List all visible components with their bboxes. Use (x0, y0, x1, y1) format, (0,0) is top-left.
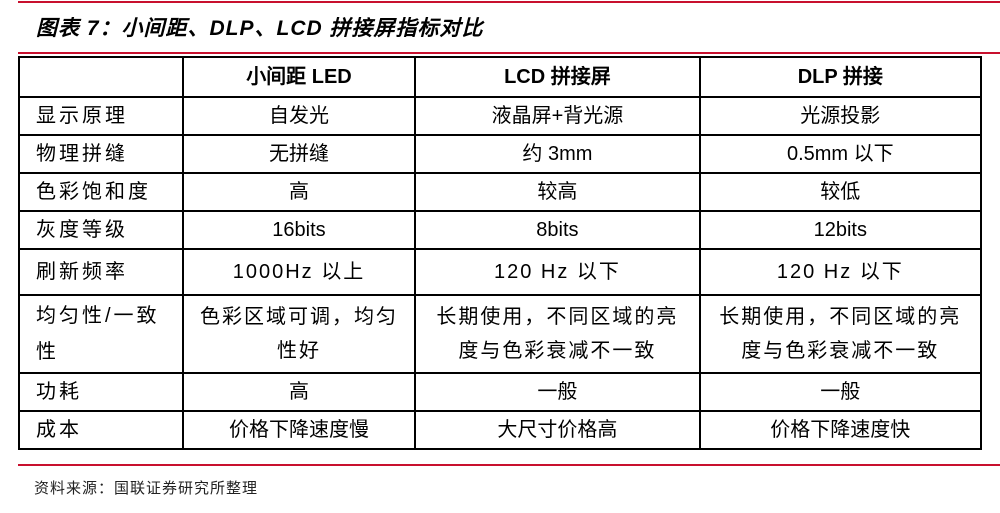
table-cell: 自发光 (181, 96, 417, 136)
table-cell: 约 3mm (414, 134, 701, 174)
table-cell: 0.5mm 以下 (698, 134, 983, 174)
bottom-rule (18, 464, 1000, 466)
table-cell: 高 (181, 172, 417, 212)
table-row: 成本 价格下降速度慢 大尺寸价格高 价格下降速度快 (18, 410, 983, 450)
table-row: 功耗高一般 一般 (18, 372, 983, 412)
row-label: 功耗 (18, 372, 184, 412)
table-cell: 液晶屏+背光源 (414, 96, 701, 136)
title-rule (18, 52, 1000, 54)
table-cell: 一般 (698, 372, 983, 412)
table-cell: 高 (181, 372, 417, 412)
table-cell: 较高 (414, 172, 701, 212)
table-cell: 色彩区域可调，均匀性好 (181, 294, 417, 374)
column-header: DLP 拼接 (698, 56, 983, 98)
header-row: 小间距 LED LCD 拼接屏 DLP 拼接 (18, 56, 983, 98)
figure-title: 图表 7：小间距、DLP、LCD 拼接屏指标对比 (36, 17, 484, 40)
column-header (18, 56, 184, 98)
table-cell: 1000Hz 以上 (181, 248, 417, 296)
comparison-table: 小间距 LED LCD 拼接屏 DLP 拼接 显示原理 自发光 液晶屏+背光源 光源投影 物理… (18, 56, 983, 450)
row-label: 显示原理 (18, 96, 184, 136)
row-label: 均匀性/一致性 (18, 294, 184, 374)
row-label: 灰度等级 (18, 210, 184, 250)
table-row: 灰度等级 16bits 8bits 12bits (18, 210, 983, 250)
top-rule (18, 1, 1000, 3)
table-cell: 8bits (414, 210, 701, 250)
source-note: 资料来源：国联证券研究所整理 (34, 480, 259, 497)
row-label: 刷新频率 (18, 248, 184, 296)
table-cell: 120 Hz 以下 (698, 248, 983, 296)
table-cell: 价格下降速度快 (698, 410, 983, 450)
table-cell: 长期使用，不同区域的亮度与色彩衰减不一致 (698, 294, 983, 374)
table-cell: 一般 (414, 372, 701, 412)
table-cell: 无拼缝 (181, 134, 417, 174)
column-header: LCD 拼接屏 (414, 56, 701, 98)
table-row: 刷新频率 1000Hz 以上 120 Hz 以下 120 Hz 以下 (18, 248, 983, 296)
table-cell: 16bits (181, 210, 417, 250)
column-header: 小间距 LED (181, 56, 417, 98)
table-row: 色彩饱和度高较高 较低 (18, 172, 983, 212)
table-cell: 长期使用，不同区域的亮度与色彩衰减不一致 (414, 294, 701, 374)
table-cell: 120 Hz 以下 (414, 248, 701, 296)
table-cell: 较低 (698, 172, 983, 212)
table-cell: 价格下降速度慢 (181, 410, 417, 450)
table-row: 物理拼缝 无拼缝约 3mm 0.5mm 以下 (18, 134, 983, 174)
table-cell: 12bits (698, 210, 983, 250)
table-cell: 大尺寸价格高 (414, 410, 701, 450)
table-row: 均匀性/一致性 色彩区域可调，均匀性好 长期使用，不同区域的亮度与色彩衰减不一致 长期… (18, 294, 983, 374)
table-row: 显示原理 自发光 液晶屏+背光源 光源投影 (18, 96, 983, 136)
row-label: 物理拼缝 (18, 134, 184, 174)
table-cell: 光源投影 (698, 96, 983, 136)
row-label: 色彩饱和度 (18, 172, 184, 212)
row-label: 成本 (18, 410, 184, 450)
